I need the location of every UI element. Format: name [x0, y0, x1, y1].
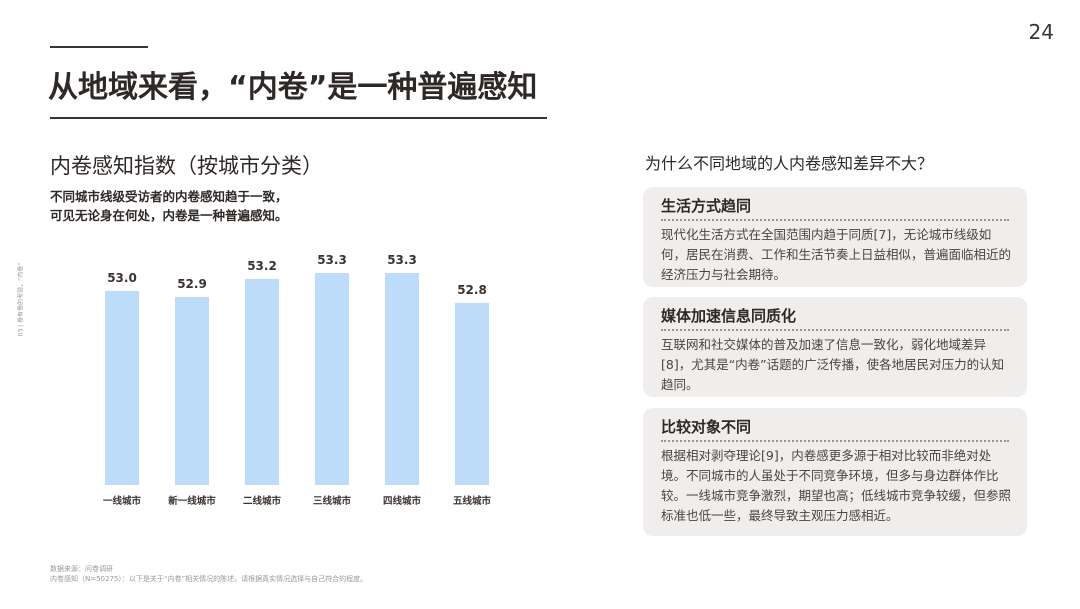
value-label: 52.9	[177, 277, 207, 291]
source-line: 内卷感知（N=50275）：以下是关于“内卷”相关情况的陈述，请根据真实情况选择…	[50, 575, 368, 583]
x-tick-label: 三线城市	[313, 495, 352, 507]
bar	[455, 302, 489, 485]
value-label: 53.3	[387, 253, 417, 267]
value-label: 53.3	[317, 253, 347, 267]
value-label: 53.2	[247, 259, 277, 273]
page-number: 24	[1028, 20, 1054, 44]
x-tick-label: 新一线城市	[168, 495, 216, 507]
x-tick-label: 一线城市	[103, 495, 142, 507]
x-tick-label: 四线城市	[383, 495, 422, 507]
card-body: 现代化生活方式在全国范围内趋于同质[7]，无论城市线级如何，居民在消费、工作和生…	[661, 227, 1012, 282]
x-tick-label: 五线城市	[453, 495, 492, 507]
bar	[175, 296, 209, 485]
title-rule	[50, 117, 547, 119]
title-accent	[50, 46, 148, 48]
value-label: 52.8	[457, 283, 487, 297]
card-rule	[661, 329, 1009, 331]
chart: 53.0 一线城市 52.9 新一线城市 53.2 二线城市 53.3 三线城市 53.3 四线城…	[103, 253, 492, 507]
card: 生活方式趋同现代化生活方式在全国范围内趋于同质[7]，无论城市线级如何，居民在消…	[643, 187, 1027, 287]
card-title: 媒体加速信息同质化	[661, 307, 797, 325]
card-title: 比较对象不同	[661, 418, 752, 436]
card: 媒体加速信息同质化互联网和社交媒体的普及加速了信息一致化，弱化地域差异[8]，尤…	[643, 297, 1027, 397]
card-title: 生活方式趋同	[661, 197, 752, 215]
chart-title: 内卷感知指数（按城市分类）	[50, 154, 323, 178]
bar	[385, 273, 419, 485]
card-rule	[661, 440, 1009, 442]
card-body: 互联网和社交媒体的普及加速了信息一致化，弱化地域差异[8]，尤其是“内卷”话题的…	[661, 337, 1005, 392]
bar	[245, 278, 279, 485]
card: 比较对象不同根据相对剥夺理论[9]，内卷感更多源于相对比较而非绝对处境。不同城市…	[643, 408, 1027, 536]
bar	[105, 290, 139, 485]
source: 数据来源：问卷调研 内卷感知（N=50275）：以下是关于“内卷”相关情况的陈述…	[50, 564, 367, 584]
panel-question: 为什么不同地域的人内卷感知差异不大？	[645, 154, 934, 173]
value-label: 53.0	[107, 271, 137, 285]
slide-title: 从地域来看，“内卷”是一种普遍感知	[48, 70, 538, 105]
x-tick-label: 二线城市	[243, 495, 282, 507]
source-line: 数据来源：问卷调研	[50, 565, 113, 573]
card-rule	[661, 219, 1009, 221]
chart-subtitle: 不同城市线级受访者的内卷感知趋于一致， 可见无论身在何处，内卷是一种普遍感知。	[50, 189, 288, 223]
card-body: 根据相对剥夺理论[9]，内卷感更多源于相对比较而非绝对处境。不同城市的人虽处于不…	[661, 448, 1012, 523]
bar	[315, 273, 349, 485]
